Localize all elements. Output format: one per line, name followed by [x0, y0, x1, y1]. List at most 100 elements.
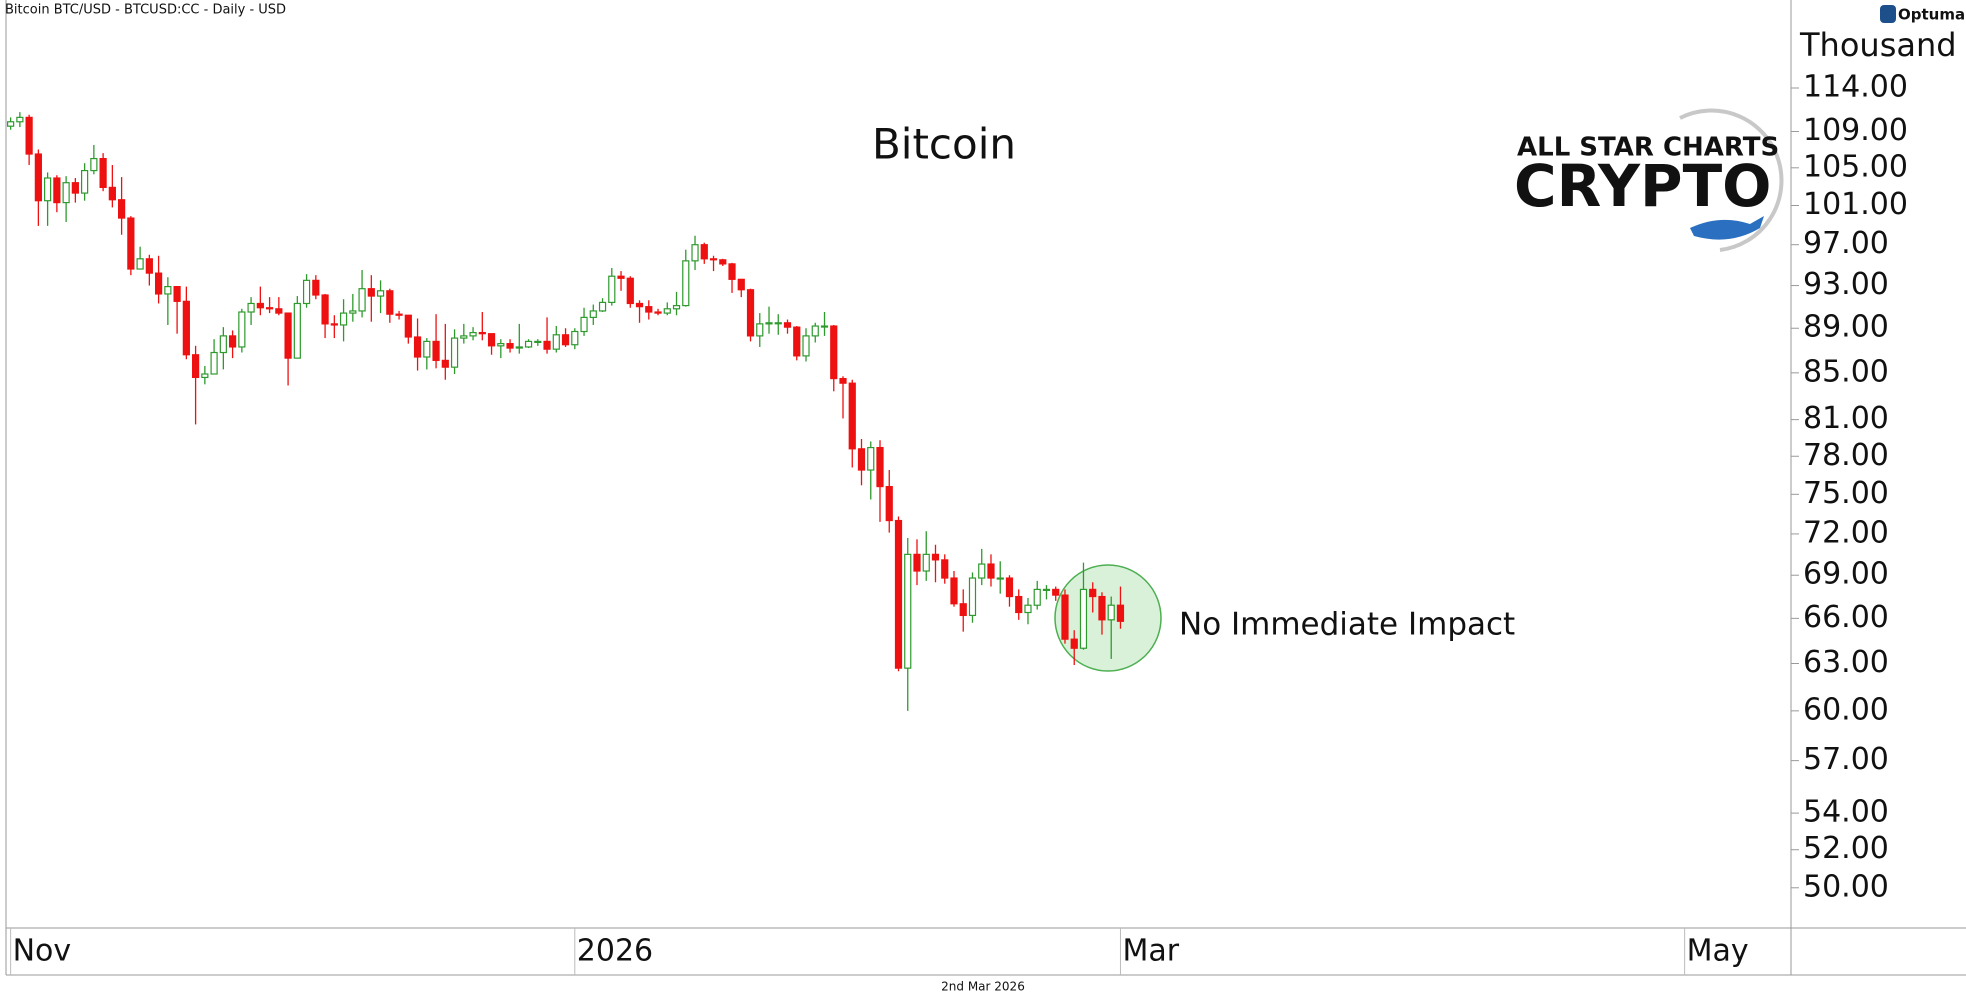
candle-body [210, 351, 218, 375]
candle-body [293, 302, 301, 359]
candle-body [1042, 588, 1051, 591]
candle-body [284, 312, 292, 359]
candle-body [201, 373, 209, 379]
candle-body [173, 286, 181, 302]
candle-body [136, 258, 144, 270]
y-tick-label: 89.00 [1803, 310, 1889, 345]
candle-body [256, 302, 264, 309]
y-unit: Thousand [1799, 26, 1957, 64]
candle-body [265, 307, 274, 310]
candle-body [330, 323, 338, 326]
candle-body [811, 325, 819, 337]
candle-body [90, 157, 98, 172]
candle-body [302, 279, 311, 305]
footer: 2nd Mar 2026 [941, 980, 1025, 994]
candle-body [691, 244, 699, 262]
candle-body [626, 277, 634, 305]
candle-body [99, 157, 107, 189]
candle-body [728, 263, 736, 280]
candle-body [608, 275, 616, 304]
candle-body [34, 153, 42, 202]
candle-body [774, 322, 782, 325]
candle-body [413, 336, 422, 358]
candle-body [894, 519, 903, 669]
candle-body [182, 300, 190, 356]
candle-body [857, 448, 866, 471]
y-tick-label: 50.00 [1803, 869, 1889, 904]
candle-body [228, 335, 237, 348]
y-tick-label: 109.00 [1803, 113, 1908, 148]
vendor-icon [1880, 5, 1896, 23]
candle-body [108, 186, 116, 201]
candle-body [441, 359, 449, 368]
candle-body [1079, 588, 1088, 649]
candle-body [589, 310, 597, 318]
candle-body [682, 260, 690, 307]
y-tick-label: 105.00 [1803, 149, 1908, 184]
candle-body [765, 322, 773, 325]
candle-body [127, 217, 135, 270]
candle-body [617, 275, 625, 279]
y-tick-label: 114.00 [1803, 69, 1908, 104]
candle-body [367, 288, 375, 297]
candle-body [904, 553, 912, 669]
candle-body [931, 553, 940, 561]
candle-body [44, 177, 52, 202]
candle-body [737, 278, 745, 291]
candle-body [154, 272, 163, 295]
candle-body [524, 340, 533, 348]
candle-body [700, 244, 708, 260]
y-tick-label: 54.00 [1803, 795, 1889, 830]
candle-body [1070, 638, 1078, 649]
y-tick-label: 60.00 [1803, 692, 1889, 727]
candle-body [423, 340, 431, 358]
candle-body [552, 334, 560, 350]
candle-body [839, 377, 847, 384]
candle-body [820, 325, 829, 328]
candle-body [756, 323, 764, 337]
candle-body [81, 169, 89, 194]
candle-body [1116, 604, 1125, 622]
y-tick-label: 78.00 [1803, 438, 1889, 473]
logo-brand: ALL STAR CHARTS [1517, 133, 1779, 163]
candle-body [25, 116, 33, 155]
candle-body [672, 304, 681, 310]
candle-body [497, 343, 505, 347]
candle-body [376, 290, 385, 297]
logo-product: CRYPTO [1514, 152, 1771, 220]
candle-body [432, 340, 440, 361]
candle-body [515, 346, 523, 349]
candle-body [506, 343, 514, 349]
candle-body [62, 182, 70, 204]
x-tick-label: Nov [13, 934, 72, 969]
candle-body [164, 286, 172, 295]
candle-body [1098, 595, 1106, 621]
candle-body [312, 279, 320, 296]
candle-body [53, 177, 61, 204]
candle-body [746, 289, 755, 337]
y-tick-label: 52.00 [1803, 831, 1889, 866]
candle-body [561, 334, 570, 346]
candle-body [663, 308, 671, 314]
y-tick-label: 81.00 [1803, 401, 1889, 436]
y-tick-label: 72.00 [1803, 515, 1889, 550]
candle-body [783, 322, 792, 328]
logo-whale [1690, 216, 1764, 240]
x-tick-label: 2026 [577, 934, 653, 969]
candle-body [987, 563, 995, 579]
candle-body [487, 333, 496, 347]
candle-body [830, 325, 838, 380]
candle-body [645, 306, 653, 313]
candle-body [275, 308, 283, 314]
chart-title: Bitcoin [872, 120, 1016, 169]
candle-body [386, 290, 394, 315]
candle-body [848, 382, 856, 450]
candle-body [968, 577, 977, 617]
candle-body [1033, 588, 1041, 606]
candle-body [793, 326, 801, 357]
candle-body [469, 331, 477, 337]
candle-body [913, 553, 921, 572]
candle-body [349, 310, 357, 314]
logo-arc [1679, 108, 1784, 252]
candle-body [534, 340, 542, 344]
